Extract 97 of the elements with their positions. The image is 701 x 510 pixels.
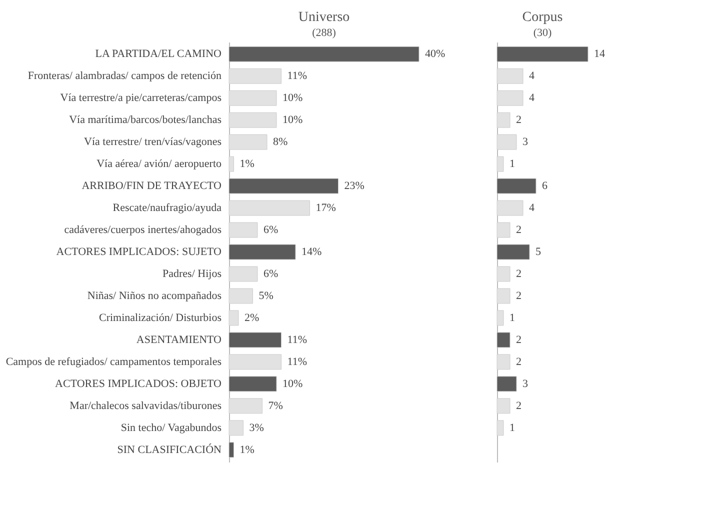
y-tick-label: Niñas/ Niños no acompañados [87, 290, 222, 302]
bar [496, 244, 530, 260]
data-label: 2% [244, 312, 260, 324]
bar [496, 90, 524, 106]
chart-subtitle: (288) [312, 27, 336, 39]
data-label: 2 [516, 224, 522, 236]
y-tick-label: cadáveres/cuerpos inertes/ahogados [64, 224, 222, 236]
chart-subtitle: (30) [533, 27, 552, 39]
data-label: 14 [594, 48, 606, 60]
bar [228, 332, 282, 348]
bar [228, 442, 234, 458]
bar [228, 200, 310, 216]
data-label: 1 [510, 312, 515, 324]
chart-title: Corpus [522, 10, 563, 25]
data-label: 4 [529, 70, 535, 82]
bar [228, 376, 277, 392]
bar [228, 354, 282, 370]
bar [228, 266, 258, 282]
bar [228, 68, 282, 84]
bar [228, 244, 296, 260]
y-tick-label: LA PARTIDA/EL CAMINO [95, 48, 222, 60]
data-label: 40% [425, 48, 446, 60]
data-label: 4 [529, 202, 535, 214]
bar [228, 156, 234, 172]
data-label: 6 [542, 180, 548, 192]
data-label: 7% [268, 400, 283, 412]
bar [228, 46, 420, 62]
y-tick-label: ACTORES IMPLICADOS: OBJETO [55, 378, 222, 390]
data-label: 2 [516, 356, 522, 368]
data-label: 11% [287, 334, 308, 346]
bar [228, 288, 253, 304]
y-tick-label: Vía marítima/barcos/botes/lanchas [69, 114, 222, 126]
data-label: 10% [282, 378, 303, 390]
bar [496, 156, 504, 172]
bar [496, 420, 504, 436]
data-label: 2 [516, 334, 522, 346]
y-tick-label: Sin techo/ Vagabundos [120, 422, 222, 434]
bar [496, 266, 510, 282]
data-label: 3 [522, 378, 528, 390]
data-label: 14% [302, 246, 322, 258]
bar [496, 332, 510, 348]
data-label: 1% [240, 444, 254, 456]
data-label: 6% [264, 268, 278, 280]
bar [228, 420, 244, 436]
y-tick-label: ARRIBO/FIN DE TRAYECTO [82, 180, 222, 192]
bar [496, 288, 510, 304]
y-tick-label: Vía aérea/ avión/ aeropuerto [96, 158, 222, 170]
data-label: 1% [240, 158, 254, 170]
data-label: 8% [273, 136, 288, 148]
data-label: 17% [316, 202, 336, 214]
y-tick-label: SIN CLASIFICACIÓN [117, 442, 222, 456]
data-label: 2 [516, 290, 522, 302]
y-tick-label: Criminalización/ Disturbios [98, 312, 222, 324]
bar [228, 222, 258, 238]
data-label: 11% [287, 356, 308, 368]
bar [496, 134, 517, 150]
bar [496, 310, 504, 326]
y-tick-label: Rescate/naufragio/ayuda [112, 202, 222, 214]
bar [496, 112, 510, 128]
y-tick-label: Mar/chalecos salvavidas/tiburones [70, 400, 222, 412]
data-label: 1 [510, 158, 515, 170]
bar [228, 112, 277, 128]
bar [496, 200, 524, 216]
data-label: 6% [264, 224, 278, 236]
y-tick-label: Vía terrestre/ tren/vías/vagones [84, 136, 222, 148]
data-label: 2 [516, 114, 522, 126]
bar [228, 310, 239, 326]
bar [228, 398, 262, 414]
chart-title: Universo [298, 10, 350, 25]
bar [228, 90, 277, 106]
bar [496, 398, 510, 414]
data-label: 3 [522, 136, 528, 148]
bar [496, 178, 536, 194]
y-tick-label: Vía terrestre/a pie/carreteras/campos [60, 92, 222, 104]
data-label: 2 [516, 400, 522, 412]
bar [228, 178, 338, 194]
bar [496, 222, 510, 238]
data-label: 5% [258, 290, 274, 302]
y-tick-label: Fronteras/ alambradas/ campos de retención [28, 70, 222, 82]
bar [496, 46, 588, 62]
bar [496, 376, 517, 392]
y-tick-label: ASENTAMIENTO [136, 334, 222, 346]
y-tick-label: Campos de refugiados/ campamentos temporales [6, 356, 222, 368]
data-label: 1 [510, 422, 515, 434]
data-label: 3% [249, 422, 264, 434]
data-label: 23% [344, 180, 364, 192]
bar [228, 134, 268, 150]
data-label: 10% [282, 92, 303, 104]
bar [496, 68, 524, 84]
data-label: 10% [282, 114, 303, 126]
y-tick-label: Padres/ Hijos [162, 268, 222, 280]
data-label: 5 [536, 246, 542, 258]
data-label: 4 [529, 92, 535, 104]
y-tick-label: ACTORES IMPLICADOS: SUJETO [56, 246, 222, 258]
data-label: 2 [516, 268, 522, 280]
data-label: 11% [287, 70, 308, 82]
bar [496, 354, 510, 370]
